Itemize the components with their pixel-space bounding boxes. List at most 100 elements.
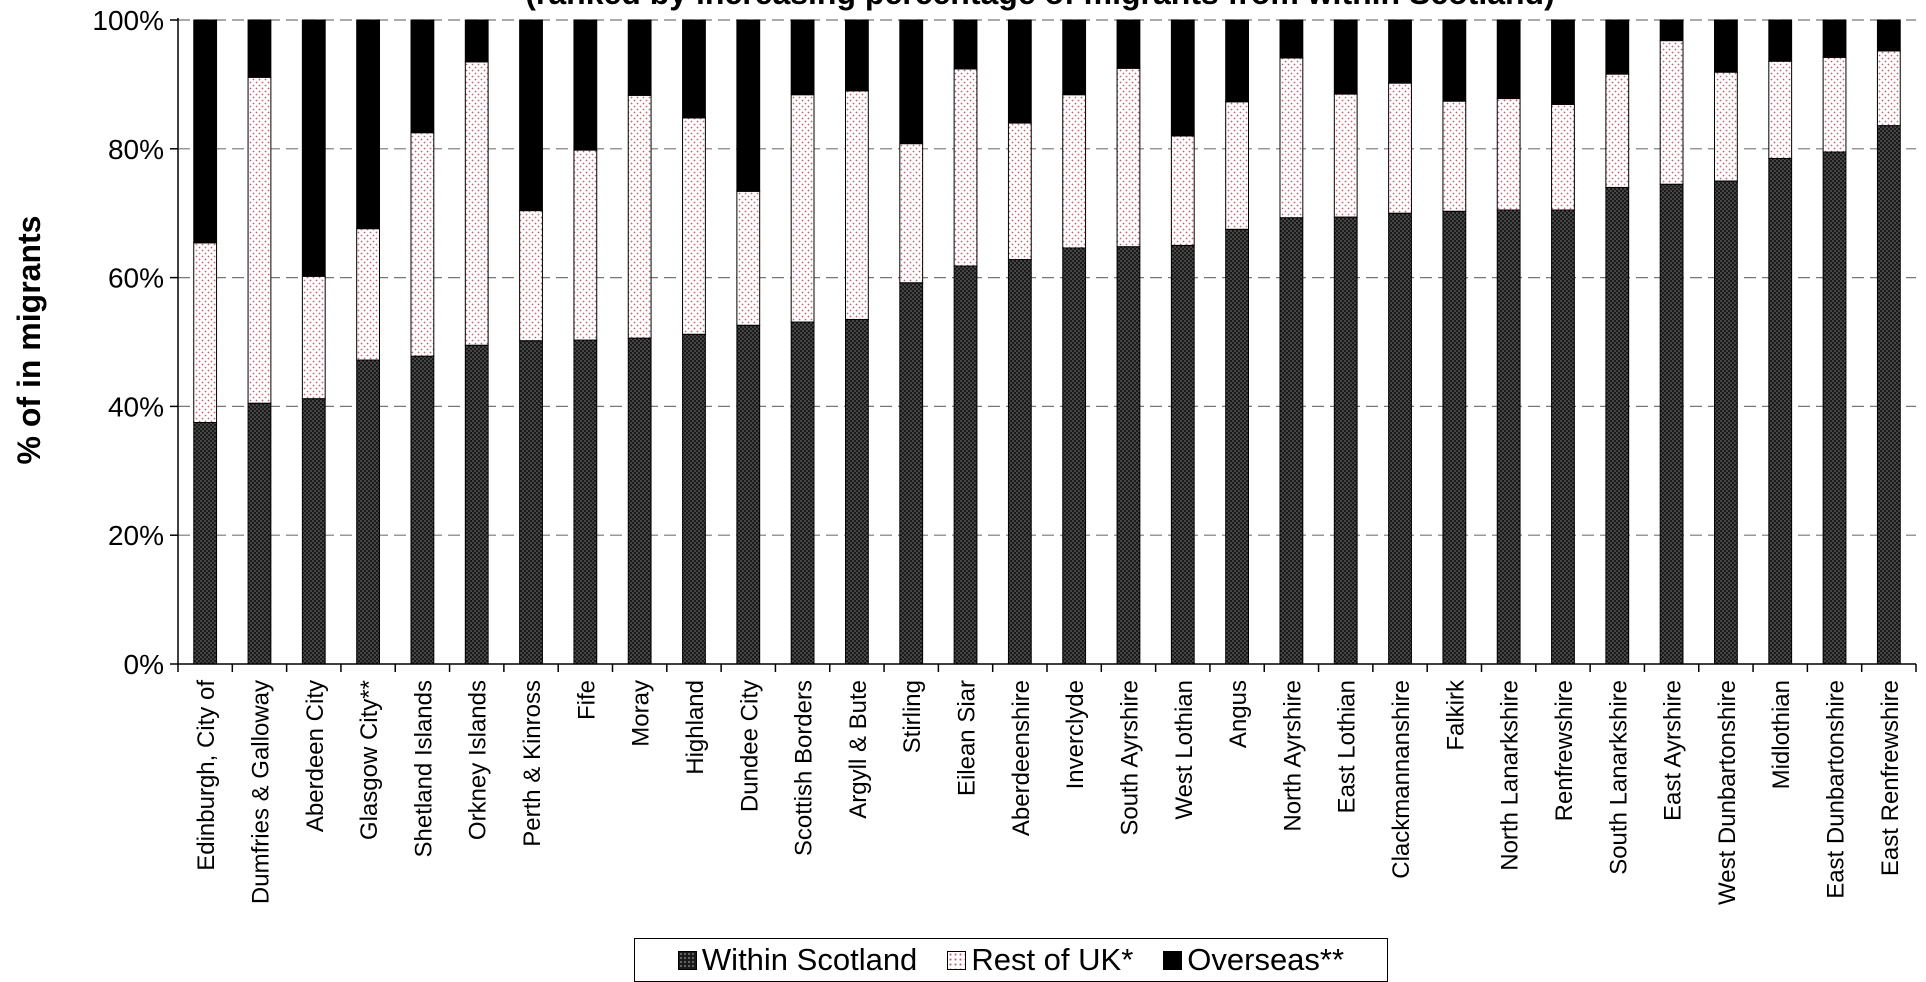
bar-within-scotland — [736, 324, 761, 665]
y-tick-label: 100% — [92, 5, 164, 36]
chart-title: (ranked by increasing percentage of migr… — [525, 0, 1555, 11]
x-tick-label: Fife — [573, 680, 600, 720]
bar-overseas — [899, 19, 924, 145]
bar-rest-of-uk — [1822, 56, 1847, 153]
bar-within-scotland — [1116, 246, 1141, 665]
x-tick-label: Perth & Kinross — [519, 680, 546, 847]
bar-rest-of-uk — [1170, 135, 1195, 246]
bar-overseas — [1333, 19, 1358, 95]
bar-rest-of-uk — [1768, 60, 1793, 159]
bar-within-scotland — [1822, 151, 1847, 665]
bar-within-scotland — [1333, 216, 1358, 665]
y-tick-label: 20% — [108, 520, 164, 551]
bar-overseas — [1605, 19, 1630, 75]
bar-overseas — [464, 19, 489, 63]
bar-overseas — [1170, 19, 1195, 137]
bar-rest-of-uk — [1876, 50, 1901, 127]
bar-within-scotland — [1388, 212, 1412, 665]
bar-rest-of-uk — [1388, 82, 1412, 214]
bar-rest-of-uk — [247, 76, 272, 404]
x-tick-label: Argyll & Bute — [845, 680, 872, 819]
bar-overseas — [1116, 19, 1141, 69]
bar-within-scotland — [519, 340, 543, 665]
bar-overseas — [790, 19, 815, 96]
bar-within-scotland — [845, 318, 869, 665]
legend-label-within-scotland: Within Scotland — [701, 942, 918, 977]
bar-rest-of-uk — [899, 143, 924, 284]
bar-within-scotland — [1768, 157, 1793, 665]
x-tick-label: North Ayrshire — [1279, 680, 1306, 832]
bar-within-scotland — [1659, 183, 1684, 665]
x-tick-label: Highland — [682, 680, 709, 775]
bar-rest-of-uk — [953, 68, 978, 267]
bar-rest-of-uk — [1116, 67, 1141, 248]
bar-overseas — [627, 19, 652, 96]
bar-overseas — [1551, 19, 1575, 105]
bar-within-scotland — [573, 339, 598, 665]
x-tick-label: Dumfries & Galloway — [247, 680, 274, 904]
bar-rest-of-uk — [1551, 103, 1575, 211]
bar-rest-of-uk — [410, 132, 435, 357]
legend-item-rest-of-uk: Rest of UK* — [947, 942, 1133, 978]
bar-within-scotland — [464, 344, 489, 665]
bar-rest-of-uk — [356, 228, 380, 361]
x-tick-label: Moray — [628, 680, 655, 747]
bar-overseas — [1279, 19, 1304, 59]
x-tick-label: South Ayrshire — [1116, 680, 1143, 836]
bar-rest-of-uk — [1605, 73, 1630, 188]
y-tick-label: 60% — [108, 263, 164, 294]
x-tick-label: East Dunbartonshire — [1823, 680, 1850, 899]
bar-overseas — [193, 19, 218, 244]
legend-item-overseas: Overseas** — [1163, 942, 1344, 978]
x-tick-label: Scottish Borders — [791, 680, 818, 856]
bar-rest-of-uk — [519, 210, 543, 342]
bar-rest-of-uk — [1714, 71, 1738, 182]
bar-overseas — [1714, 19, 1738, 73]
bar-within-scotland — [356, 359, 380, 665]
x-tick-label: North Lanarkshire — [1497, 680, 1524, 871]
x-tick-label: Stirling — [899, 680, 926, 753]
bar-overseas — [356, 19, 380, 230]
x-tick-label: Falkirk — [1442, 679, 1469, 751]
x-tick-label: Clackmannanshire — [1388, 680, 1415, 879]
bar-overseas — [1062, 19, 1087, 96]
bar-within-scotland — [410, 355, 435, 665]
bar-rest-of-uk — [1333, 93, 1358, 218]
x-tick-label: Shetland Islands — [410, 680, 437, 857]
x-tick-label: Angus — [1225, 680, 1252, 748]
bar-rest-of-uk — [193, 242, 218, 423]
bar-rest-of-uk — [1659, 40, 1684, 185]
bar-rest-of-uk — [1279, 57, 1304, 219]
bar-overseas — [953, 19, 978, 70]
y-tick-label: 80% — [108, 134, 164, 165]
bar-rest-of-uk — [573, 149, 598, 341]
bar-overseas — [1768, 19, 1793, 62]
bar-overseas — [410, 19, 435, 134]
x-tick-label: Aberdeen City — [302, 680, 329, 832]
bar-overseas — [1388, 19, 1412, 84]
legend-item-within-scotland: Within Scotland — [677, 942, 918, 978]
bar-overseas — [1876, 19, 1901, 52]
bar-within-scotland — [682, 333, 706, 665]
bar-overseas — [1822, 19, 1847, 58]
bar-overseas — [1496, 19, 1521, 100]
y-tick-label: 40% — [108, 391, 164, 422]
bar-rest-of-uk — [464, 61, 489, 346]
bar-within-scotland — [899, 282, 924, 665]
x-tick-label: Orkney Islands — [465, 680, 492, 840]
bar-within-scotland — [1225, 228, 1249, 665]
legend-label-rest-of-uk: Rest of UK* — [971, 942, 1134, 977]
chart-legend: Within Scotland Rest of UK* Overseas** — [634, 938, 1388, 982]
bar-within-scotland — [1007, 259, 1032, 665]
bar-within-scotland — [627, 337, 652, 665]
x-tick-label: Glasgow City** — [356, 680, 383, 840]
x-tick-label: Edinburgh, City of — [193, 680, 220, 871]
bar-overseas — [247, 19, 272, 78]
bar-rest-of-uk — [736, 190, 761, 326]
bar-within-scotland — [247, 402, 272, 665]
bar-overseas — [301, 19, 326, 277]
x-tick-label: Inverclyde — [1062, 680, 1089, 789]
y-tick-label: 0% — [124, 649, 164, 680]
bar-rest-of-uk — [1062, 94, 1087, 249]
